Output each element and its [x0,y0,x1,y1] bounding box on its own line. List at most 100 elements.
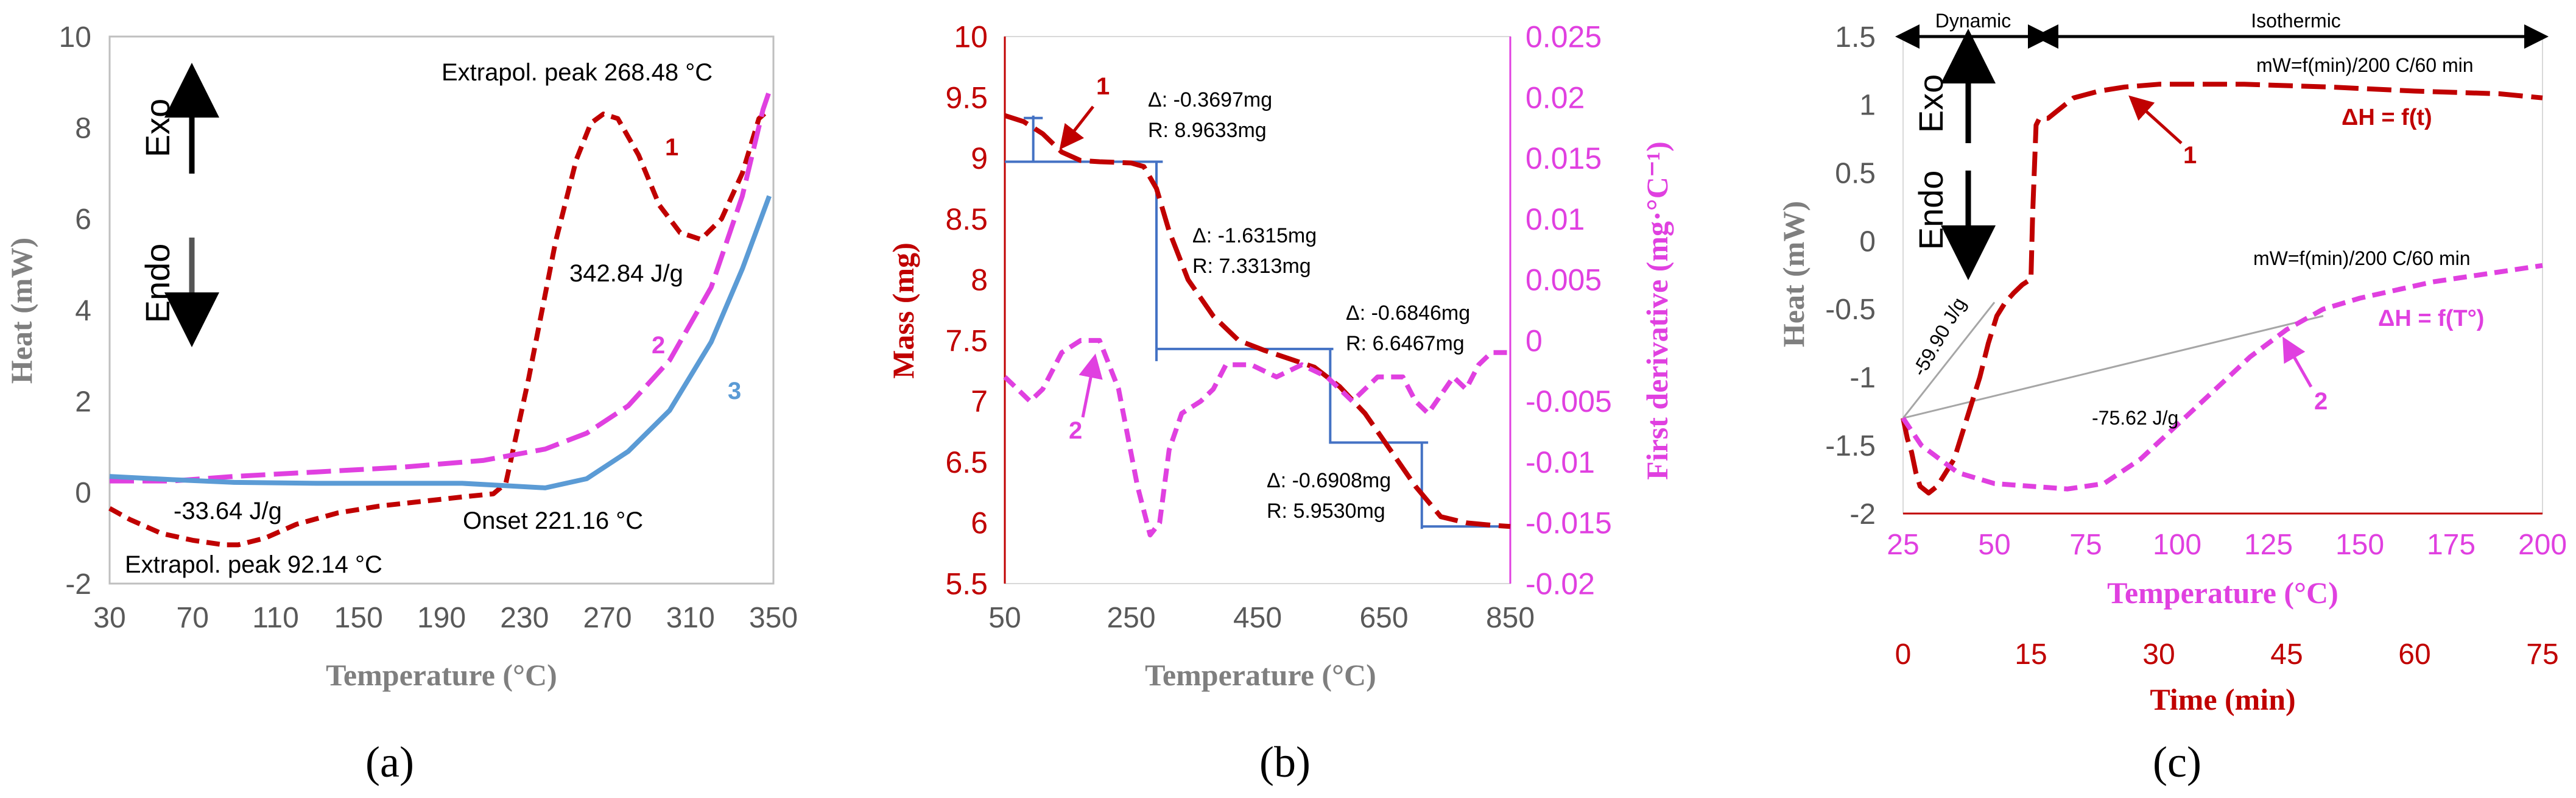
exo-label-a: Exo [138,99,177,158]
panel-label-c: (c) [2153,738,2201,786]
x-tick-c-15: 15 [2015,638,2047,671]
series-label-a-1: 1 [665,134,678,161]
series-group-b [1003,113,1511,538]
baselines-c [1902,302,2324,419]
x-tick-a-110: 110 [252,602,299,634]
time-tick-labels-c: 0 15 30 45 60 75 [1895,638,2559,671]
panel-label-b: (b) [1259,738,1311,786]
x2-axis-label-c: Temperature (°C) [2107,576,2338,610]
baseline-c-2 [1902,315,2324,419]
extrapol-peak-low-a: Extrapol. peak 92.14 °C [125,551,382,578]
x-axis-label-b: Temperature (°C) [1145,658,1376,692]
y-tick-a-6: 6 [75,203,91,236]
dh-temp-c: ΔH = f(T°) [2378,306,2484,331]
y-tick-c--1: -1 [1849,362,1876,394]
x-tick-labels-b: 50 250 450 650 850 [988,602,1535,634]
x-axis-label-c: Time (min) [2150,682,2295,716]
y2-tick-b-0.025: 0.025 [1526,20,1602,54]
series-label-c-2: 2 [2314,388,2328,415]
series-arrow-b-1 [1059,105,1094,150]
y-tick-a-0: 0 [75,477,91,509]
x-tick-a-150: 150 [334,602,383,634]
y-axis-label-b: Mass (mg) [886,242,920,379]
x2-tick-c-25: 25 [1887,529,1919,561]
y-tick-b-9: 9 [971,141,988,175]
y-tick-b-7.5: 7.5 [945,323,988,358]
series-line-c-1 [1901,82,2543,496]
y-tick-labels-a: -2 0 2 4 6 8 10 [59,21,91,601]
y2-tick-b-0.015: 0.015 [1526,141,1602,175]
x-tick-c-75: 75 [2526,638,2558,671]
x-tick-a-310: 310 [666,602,715,634]
formula1-c: mW=f(min)/200 C/60 min [2256,54,2474,76]
x-tick-a-70: 70 [177,602,209,634]
endo-label-a: Endo [138,244,177,323]
y-tick-c-0: 0 [1859,225,1876,258]
x2-tick-c-75: 75 [2069,529,2102,561]
x-tick-a-190: 190 [417,602,466,634]
x2-tick-c-150: 150 [2335,529,2384,561]
temperature-tick-labels-c: 25 50 75 100 125 150 175 200 [1887,529,2567,561]
y-tick-b-8.5: 8.5 [945,202,988,236]
series-label-a-3: 3 [728,378,741,404]
x2-tick-c-125: 125 [2244,529,2293,561]
x-tick-c-30: 30 [2142,638,2175,671]
y-tick-b-6.5: 6.5 [945,445,988,479]
series-line-b-1 [1004,113,1511,529]
panel-b: 5.566.577.588.599.510 -0.02-0.015-0.01-0… [886,20,1674,787]
y2-tick-b--0.005: -0.005 [1526,384,1612,418]
plot-area-c [1902,36,2543,514]
y-tick-labels-c: -2 -1.5 -1 -0.5 0 0.5 1 1.5 [1825,21,1876,531]
y2-tick-b--0.02: -0.02 [1526,567,1595,601]
enthalpy2-c: -75.62 J/g [2092,407,2178,429]
step2-residue-b: R: 7.3313mg [1192,255,1311,278]
series-line-a-2 [110,90,772,484]
panel-label-a: (a) [365,738,414,786]
dynamic-label-c: Dynamic [1935,10,2011,32]
y2-tick-b-0: 0 [1526,323,1543,358]
y-tick-labels-b: 5.5 6 6.5 7 7.5 8 8.5 9 9.5 10 [945,20,988,601]
enthalpy1-c: -59.90 J/g [1908,294,1970,380]
enthalpy-exo-a: 342.84 J/g [569,260,683,287]
y-axis-label-c: Heat (mW) [1776,201,1811,347]
x-tick-b-250: 250 [1107,602,1155,634]
series-label-a-2: 2 [652,332,665,359]
y-tick-a-2: 2 [75,386,91,418]
y2-axis-label-b: First derivative (mg·°C⁻¹) [1640,141,1674,480]
y-tick-a-10: 10 [59,21,91,54]
onset-a: Onset 221.16 °C [463,507,643,534]
exo-label-c: Exo [1912,74,1950,133]
series-label-b-2: 2 [1069,417,1082,444]
y2-tick-b-0.01: 0.01 [1526,202,1585,236]
step4-residue-b: R: 5.9530mg [1267,500,1385,523]
baseline-c-1 [1902,302,1996,419]
y-tick-b-7: 7 [971,384,988,418]
step3-residue-b: R: 6.6467mg [1346,332,1465,355]
series-line-b-2 [1003,337,1510,538]
x2-tick-c-100: 100 [2153,529,2201,561]
extrapol-peak-high-a: Extrapol. peak 268.48 °C [442,59,713,86]
y-tick-b-10: 10 [954,20,988,54]
series-group-a [108,90,772,548]
x2-tick-c-175: 175 [2427,529,2476,561]
x-tick-a-30: 30 [93,602,125,634]
y-tick-a-8: 8 [75,112,91,144]
x-tick-b-50: 50 [988,602,1021,634]
x-tick-labels-a: 30 70 110 150 190 230 270 310 350 [93,602,798,634]
series-line-a-3 [109,195,772,490]
y-tick-c-1.5: 1.5 [1835,21,1876,54]
y2-tick-b-0.02: 0.02 [1526,80,1585,115]
step2-delta-b: Δ: -1.6315mg [1192,224,1317,247]
x-tick-a-350: 350 [749,602,798,634]
y-tick-c--2: -2 [1849,498,1876,531]
x-tick-b-450: 450 [1233,602,1282,634]
series-line-a-1 [108,107,771,548]
y2-tick-labels-b: -0.02 -0.015 -0.01 -0.005 0 0.005 0.01 0.015 0.0… [1526,20,1612,601]
x2-tick-c-200: 200 [2518,529,2567,561]
x-tick-a-230: 230 [500,602,549,634]
panel-c: -2-1.5-1-0.500.511.5 25 50 75 100 125 150 175 2… [1776,10,2567,786]
y-tick-b-8: 8 [971,263,988,297]
x-tick-c-0: 0 [1895,638,1912,671]
y-axis-label-a: Heat (mW) [4,238,38,384]
